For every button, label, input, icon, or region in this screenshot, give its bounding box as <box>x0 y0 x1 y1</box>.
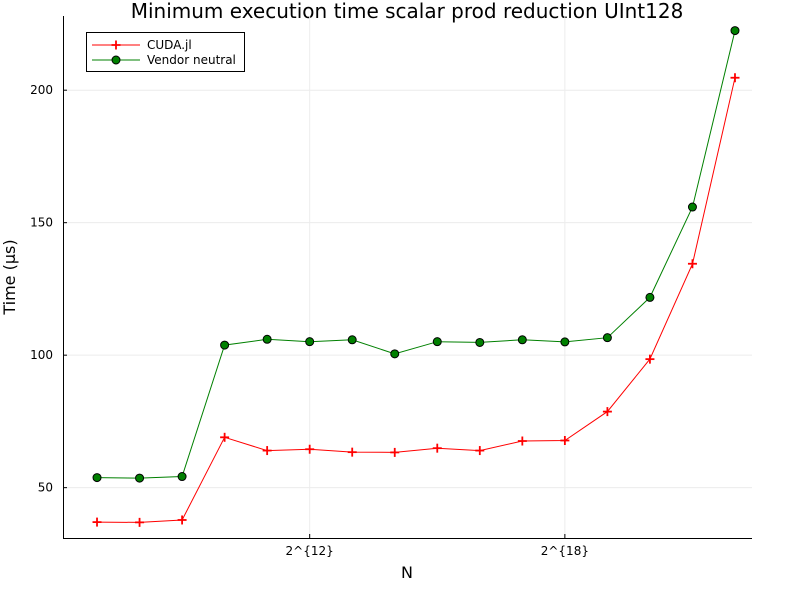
data-point <box>262 446 272 456</box>
data-point <box>645 292 655 302</box>
data-point <box>432 443 442 453</box>
data-point <box>475 337 485 347</box>
data-point <box>730 26 740 36</box>
series-1 <box>92 26 740 483</box>
data-point <box>517 335 527 345</box>
data-point <box>305 337 315 347</box>
legend-box <box>86 32 245 72</box>
series <box>92 26 740 527</box>
grid <box>63 16 752 538</box>
data-point <box>560 337 570 347</box>
data-point <box>390 349 400 359</box>
data-point <box>220 432 230 442</box>
data-point <box>687 259 697 269</box>
legend-marker <box>111 40 121 50</box>
legend-marker <box>111 55 121 65</box>
data-point <box>390 447 400 457</box>
x-tick-label: 2^{18} <box>541 544 589 558</box>
y-tick-label: 150 <box>30 216 53 230</box>
y-tick-label: 50 <box>38 481 53 495</box>
x-axis-label: N <box>401 563 413 582</box>
series-line <box>96 77 736 523</box>
data-point <box>645 354 655 364</box>
axes <box>63 16 752 539</box>
data-point <box>347 335 357 345</box>
data-point <box>347 447 357 457</box>
data-point <box>135 473 145 483</box>
data-point <box>517 436 527 446</box>
data-point <box>135 517 145 527</box>
y-tick-label: 200 <box>30 83 53 97</box>
y-ticks: 50 100 150 200 <box>30 83 67 495</box>
data-point <box>305 444 315 454</box>
x-tick-label: 2^{12} <box>286 544 334 558</box>
series-0 <box>92 73 740 527</box>
data-point <box>262 334 272 344</box>
data-point <box>220 340 230 350</box>
data-point <box>177 472 187 482</box>
data-point <box>687 202 697 212</box>
data-point <box>602 333 612 343</box>
data-point <box>475 446 485 456</box>
data-point <box>432 337 442 347</box>
y-axis-label: Time (μs) <box>0 239 19 315</box>
data-point <box>177 515 187 525</box>
data-point <box>602 407 612 417</box>
y-tick-label: 100 <box>30 348 53 362</box>
data-point <box>92 517 102 527</box>
chart-title: Minimum execution time scalar prod reduc… <box>131 0 684 23</box>
legend-label: CUDA.jl <box>147 38 192 52</box>
legend-label: Vendor neutral <box>147 53 236 67</box>
data-point <box>730 73 740 83</box>
data-point <box>92 473 102 483</box>
series-line <box>96 30 736 479</box>
data-point <box>560 435 570 445</box>
x-ticks: 2^{12} 2^{18} <box>286 534 589 558</box>
